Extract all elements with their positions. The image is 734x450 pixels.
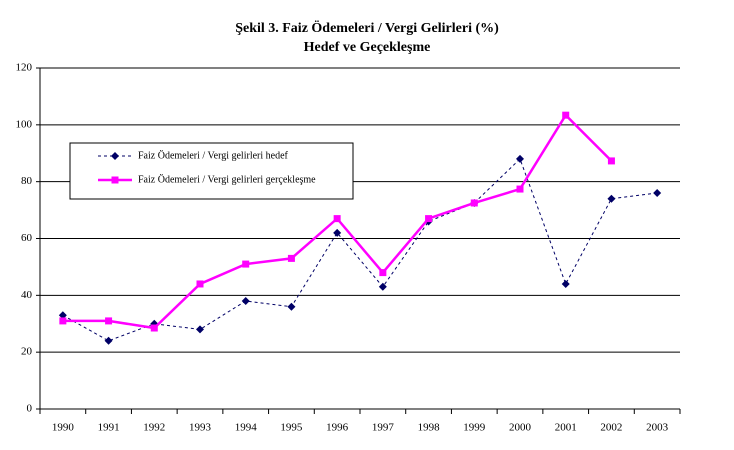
marker [196,325,204,334]
y-tick-label: 80 [21,175,33,187]
marker [59,317,67,325]
x-tick-label: 1997 [372,422,395,434]
legend-label: Faiz Ödemeleri / Vergi gelirleri gerçekl… [138,173,316,185]
x-tick-label: 1992 [143,422,165,434]
marker [516,185,524,193]
marker [516,154,524,163]
marker [150,324,158,332]
marker [241,297,250,306]
y-tick-label: 40 [21,289,33,301]
marker [242,260,250,268]
x-tick-label: 2003 [646,422,669,434]
marker [287,302,296,311]
legend-label: Faiz Ödemeleri / Vergi gelirleri hedef [138,149,289,161]
x-tick-label: 1998 [418,422,441,434]
x-tick-label: 1996 [326,422,349,434]
x-tick-label: 1994 [235,422,258,434]
y-tick-label: 60 [21,232,33,244]
marker [104,336,113,345]
x-tick-label: 2000 [509,422,532,434]
marker [196,280,204,288]
y-tick-label: 100 [16,118,33,130]
marker [378,282,387,291]
marker [425,215,433,223]
marker [562,111,570,119]
marker [333,228,342,237]
chart-subtitle: Hedef ve Geçekleşme [304,40,431,55]
marker [379,269,387,277]
x-tick-label: 1999 [463,422,486,434]
x-tick-label: 2001 [555,422,577,434]
y-tick-label: 0 [27,403,33,415]
marker [561,279,570,288]
marker [470,199,478,207]
x-tick-label: 1991 [98,422,120,434]
marker [105,317,113,325]
legend-box [69,142,354,200]
marker [111,152,119,160]
marker [607,194,616,203]
marker [287,254,295,262]
x-tick-label: 1990 [52,422,75,434]
series-line [62,158,658,342]
chart-title: Şekil 3. Faiz Ödemeleri / Vergi Gelirler… [235,19,499,36]
y-tick-label: 20 [21,346,33,358]
marker [111,176,119,184]
marker [58,311,67,320]
marker [333,215,341,223]
marker [653,189,662,198]
y-tick-label: 120 [16,62,33,74]
x-tick-label: 2002 [600,422,622,434]
x-tick-label: 1993 [189,422,212,434]
marker [607,157,615,165]
x-tick-label: 1995 [280,422,303,434]
